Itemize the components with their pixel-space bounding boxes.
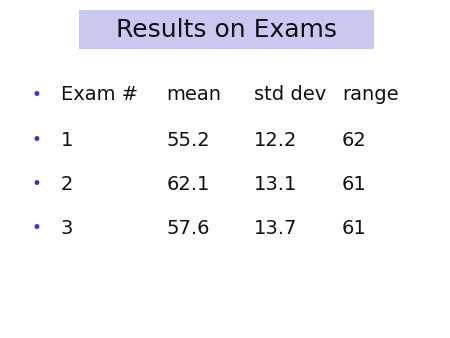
Text: •: • [31,219,41,237]
Text: 3: 3 [61,219,73,238]
Text: Exam #: Exam # [61,85,138,104]
Text: •: • [31,131,41,149]
Text: •: • [31,175,41,193]
Text: 61: 61 [342,175,367,194]
Text: mean: mean [166,85,221,104]
Text: 13.1: 13.1 [254,175,297,194]
FancyBboxPatch shape [79,10,374,49]
Text: 57.6: 57.6 [166,219,210,238]
Text: •: • [31,86,41,104]
Text: range: range [342,85,399,104]
Text: 13.7: 13.7 [254,219,297,238]
Text: 1: 1 [61,131,73,150]
Text: 55.2: 55.2 [166,131,210,150]
Text: 62.1: 62.1 [166,175,210,194]
Text: std dev: std dev [254,85,327,104]
Text: 12.2: 12.2 [254,131,297,150]
Text: 2: 2 [61,175,73,194]
Text: Results on Exams: Results on Exams [116,18,337,42]
Text: 62: 62 [342,131,367,150]
Text: 61: 61 [342,219,367,238]
